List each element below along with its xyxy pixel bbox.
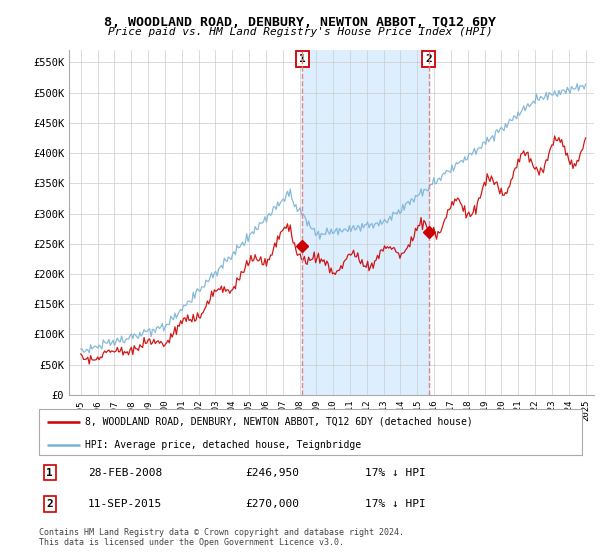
Text: £246,950: £246,950 [245, 468, 299, 478]
FancyBboxPatch shape [39, 409, 582, 455]
Text: Price paid vs. HM Land Registry's House Price Index (HPI): Price paid vs. HM Land Registry's House … [107, 27, 493, 37]
Text: £270,000: £270,000 [245, 499, 299, 509]
Text: 8, WOODLAND ROAD, DENBURY, NEWTON ABBOT, TQ12 6DY (detached house): 8, WOODLAND ROAD, DENBURY, NEWTON ABBOT,… [85, 417, 473, 427]
Text: Contains HM Land Registry data © Crown copyright and database right 2024.
This d: Contains HM Land Registry data © Crown c… [39, 528, 404, 547]
Text: 1: 1 [46, 468, 53, 478]
Bar [302, 50, 429, 395]
Text: HPI: Average price, detached house, Teignbridge: HPI: Average price, detached house, Teig… [85, 440, 361, 450]
Text: 2: 2 [46, 499, 53, 509]
Text: 1: 1 [299, 54, 305, 64]
Text: 28-FEB-2008: 28-FEB-2008 [88, 468, 162, 478]
Text: 17% ↓ HPI: 17% ↓ HPI [365, 499, 425, 509]
Text: 2: 2 [425, 54, 433, 64]
Text: 11-SEP-2015: 11-SEP-2015 [88, 499, 162, 509]
Text: 17% ↓ HPI: 17% ↓ HPI [365, 468, 425, 478]
Text: 8, WOODLAND ROAD, DENBURY, NEWTON ABBOT, TQ12 6DY: 8, WOODLAND ROAD, DENBURY, NEWTON ABBOT,… [104, 16, 496, 29]
